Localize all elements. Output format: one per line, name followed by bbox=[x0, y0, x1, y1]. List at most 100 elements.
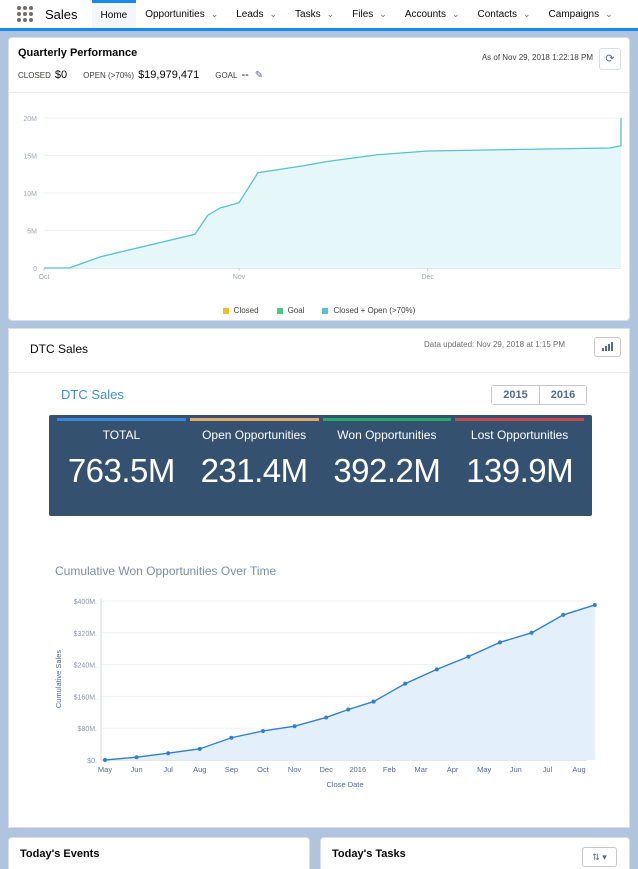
y-tick-label: $0. bbox=[87, 758, 97, 765]
y-tick-label: $320M. bbox=[74, 631, 97, 638]
x-tick-label: Jul bbox=[543, 765, 553, 774]
y-tick-label: 5M bbox=[27, 229, 37, 236]
nav-tab-opportunities[interactable]: Opportunities ⌄ bbox=[136, 0, 227, 28]
card-title: Today's Tasks bbox=[332, 848, 406, 860]
x-tick-label: Oct bbox=[39, 274, 50, 281]
y-tick-label: 15M bbox=[23, 154, 37, 161]
closed-value: $0 bbox=[54, 69, 68, 81]
x-tick-label: Jun bbox=[510, 765, 522, 774]
data-point[interactable] bbox=[292, 724, 297, 729]
cumulative-won-chart: $0. $80M. $160M. $240M. $320M. $400M. May Jun Ju… bbox=[54, 598, 597, 789]
data-point[interactable] bbox=[324, 715, 329, 720]
sort-button[interactable]: ⇅ ▾ bbox=[582, 847, 617, 867]
data-point[interactable] bbox=[166, 751, 171, 756]
chevron-down-icon[interactable]: ⌄ bbox=[210, 8, 219, 19]
data-point[interactable] bbox=[346, 707, 351, 712]
kpi-value: 763.5M bbox=[67, 452, 176, 489]
y-tick-label: $400M. bbox=[74, 599, 97, 606]
view-chart-button[interactable] bbox=[594, 337, 621, 357]
nav-tab-leads[interactable]: Leads ⌄ bbox=[227, 0, 286, 28]
divider bbox=[9, 92, 629, 93]
x-axis-title: Close Date bbox=[326, 780, 363, 789]
nav-tab-label: Campaigns bbox=[548, 8, 600, 20]
card-title: DTC Sales bbox=[30, 342, 89, 356]
data-point[interactable] bbox=[403, 681, 408, 686]
legend-label: Closed + Open (>70%) bbox=[333, 306, 416, 315]
legend-swatch bbox=[276, 307, 283, 314]
chevron-down-icon[interactable]: ⌄ bbox=[451, 8, 460, 19]
nav-tab-contacts[interactable]: Contacts ⌄ bbox=[469, 0, 540, 28]
data-point[interactable] bbox=[498, 640, 502, 645]
performance-stats: CLOSED $0 OPEN (>70%) $19,979,471 GOAL -… bbox=[18, 69, 263, 81]
year-2016-button[interactable]: 2016 bbox=[539, 386, 586, 404]
pencil-icon[interactable]: ✎ bbox=[254, 70, 264, 81]
x-tick-label: Mar bbox=[415, 765, 428, 774]
refresh-icon: ⟳ bbox=[605, 53, 615, 65]
closed-label: CLOSED bbox=[18, 71, 51, 80]
chevron-down-icon[interactable]: ⌄ bbox=[326, 8, 335, 19]
legend-swatch bbox=[222, 307, 229, 314]
x-tick-label: Jul bbox=[163, 765, 173, 774]
data-point[interactable] bbox=[371, 699, 376, 704]
x-tick-label: Aug bbox=[193, 765, 206, 774]
nav-tab-tasks[interactable]: Tasks ⌄ bbox=[286, 0, 343, 28]
y-tick-label: 0 bbox=[33, 266, 37, 273]
kpi-accent-bar bbox=[57, 418, 186, 421]
chevron-down-icon[interactable]: ⌄ bbox=[605, 8, 613, 19]
data-point[interactable] bbox=[561, 612, 566, 617]
as-of-timestamp: As of Nov 29, 2018 1:22:18 PM bbox=[481, 53, 593, 62]
data-point[interactable] bbox=[261, 728, 265, 733]
nav-tab-home[interactable]: Home bbox=[91, 0, 137, 28]
series-line bbox=[44, 118, 622, 269]
refresh-button[interactable]: ⟳ bbox=[599, 48, 621, 70]
nav-tab-label: Opportunities bbox=[145, 8, 205, 20]
kpi-label: TOTAL bbox=[102, 428, 141, 442]
bar-chart-icon bbox=[602, 342, 613, 351]
data-point[interactable] bbox=[466, 654, 471, 659]
nav-tab-accounts[interactable]: Accounts ⌄ bbox=[396, 0, 469, 28]
chevron-down-icon[interactable]: ⌄ bbox=[522, 8, 531, 19]
x-tick-label: Apr bbox=[447, 765, 459, 774]
data-point[interactable] bbox=[434, 667, 439, 672]
nav-tab-label: Files bbox=[352, 8, 374, 20]
open-label: OPEN (>70%) bbox=[83, 71, 135, 80]
sort-icon: ⇅ ▾ bbox=[592, 852, 607, 862]
divider bbox=[9, 372, 629, 373]
x-tick-label: Aug bbox=[572, 765, 585, 774]
legend-swatch bbox=[322, 307, 329, 314]
kpi-value: 392.2M bbox=[333, 452, 441, 489]
todays-events-card: Today's Events bbox=[8, 837, 310, 869]
data-point[interactable] bbox=[103, 758, 107, 762]
kpi-tile: Won Opportunities 392.2M bbox=[322, 418, 452, 516]
year-2015-button[interactable]: 2015 bbox=[492, 386, 539, 404]
card-title: Quarterly Performance bbox=[18, 47, 138, 59]
top-nav: Sales Home Opportunities ⌄ Leads ⌄ Tasks ⌄ File… bbox=[0, 0, 638, 31]
x-tick-label: Nov bbox=[288, 765, 302, 774]
kpi-accent-bar bbox=[189, 418, 319, 421]
nav-tab-files[interactable]: Files ⌄ bbox=[343, 0, 396, 28]
app-name: Sales bbox=[45, 6, 78, 22]
waffle-icon[interactable] bbox=[17, 6, 33, 22]
open-value: $19,979,471 bbox=[138, 69, 200, 81]
nav-tab-label: Home bbox=[100, 10, 128, 21]
series-area bbox=[105, 604, 595, 760]
data-point[interactable] bbox=[592, 602, 597, 607]
nav-tab-campaigns[interactable]: Campaigns ⌄ bbox=[540, 0, 622, 28]
nav-tab-label: Contacts bbox=[477, 8, 517, 20]
data-updated-timestamp: Data updated: Nov 29, 2018 at 1:15 PM bbox=[424, 340, 565, 349]
x-tick-label: Dec bbox=[320, 765, 334, 774]
legend-item: Closed + Open (>70%) bbox=[322, 306, 415, 315]
year-toggle: 2015 2016 bbox=[491, 385, 587, 405]
chevron-down-icon[interactable]: ⌄ bbox=[379, 8, 387, 19]
data-point[interactable] bbox=[197, 746, 202, 751]
kpi-accent-bar bbox=[322, 418, 452, 421]
y-tick-label: 10M bbox=[23, 191, 37, 198]
kpi-label: Won Opportunities bbox=[337, 428, 437, 442]
data-point[interactable] bbox=[229, 735, 234, 740]
data-point[interactable] bbox=[134, 755, 139, 760]
kpi-value: 231.4M bbox=[200, 452, 309, 489]
x-tick-label: Jun bbox=[131, 765, 143, 774]
data-point[interactable] bbox=[529, 630, 534, 635]
chevron-down-icon[interactable]: ⌄ bbox=[269, 8, 278, 19]
x-tick-label: Dec bbox=[421, 274, 434, 281]
